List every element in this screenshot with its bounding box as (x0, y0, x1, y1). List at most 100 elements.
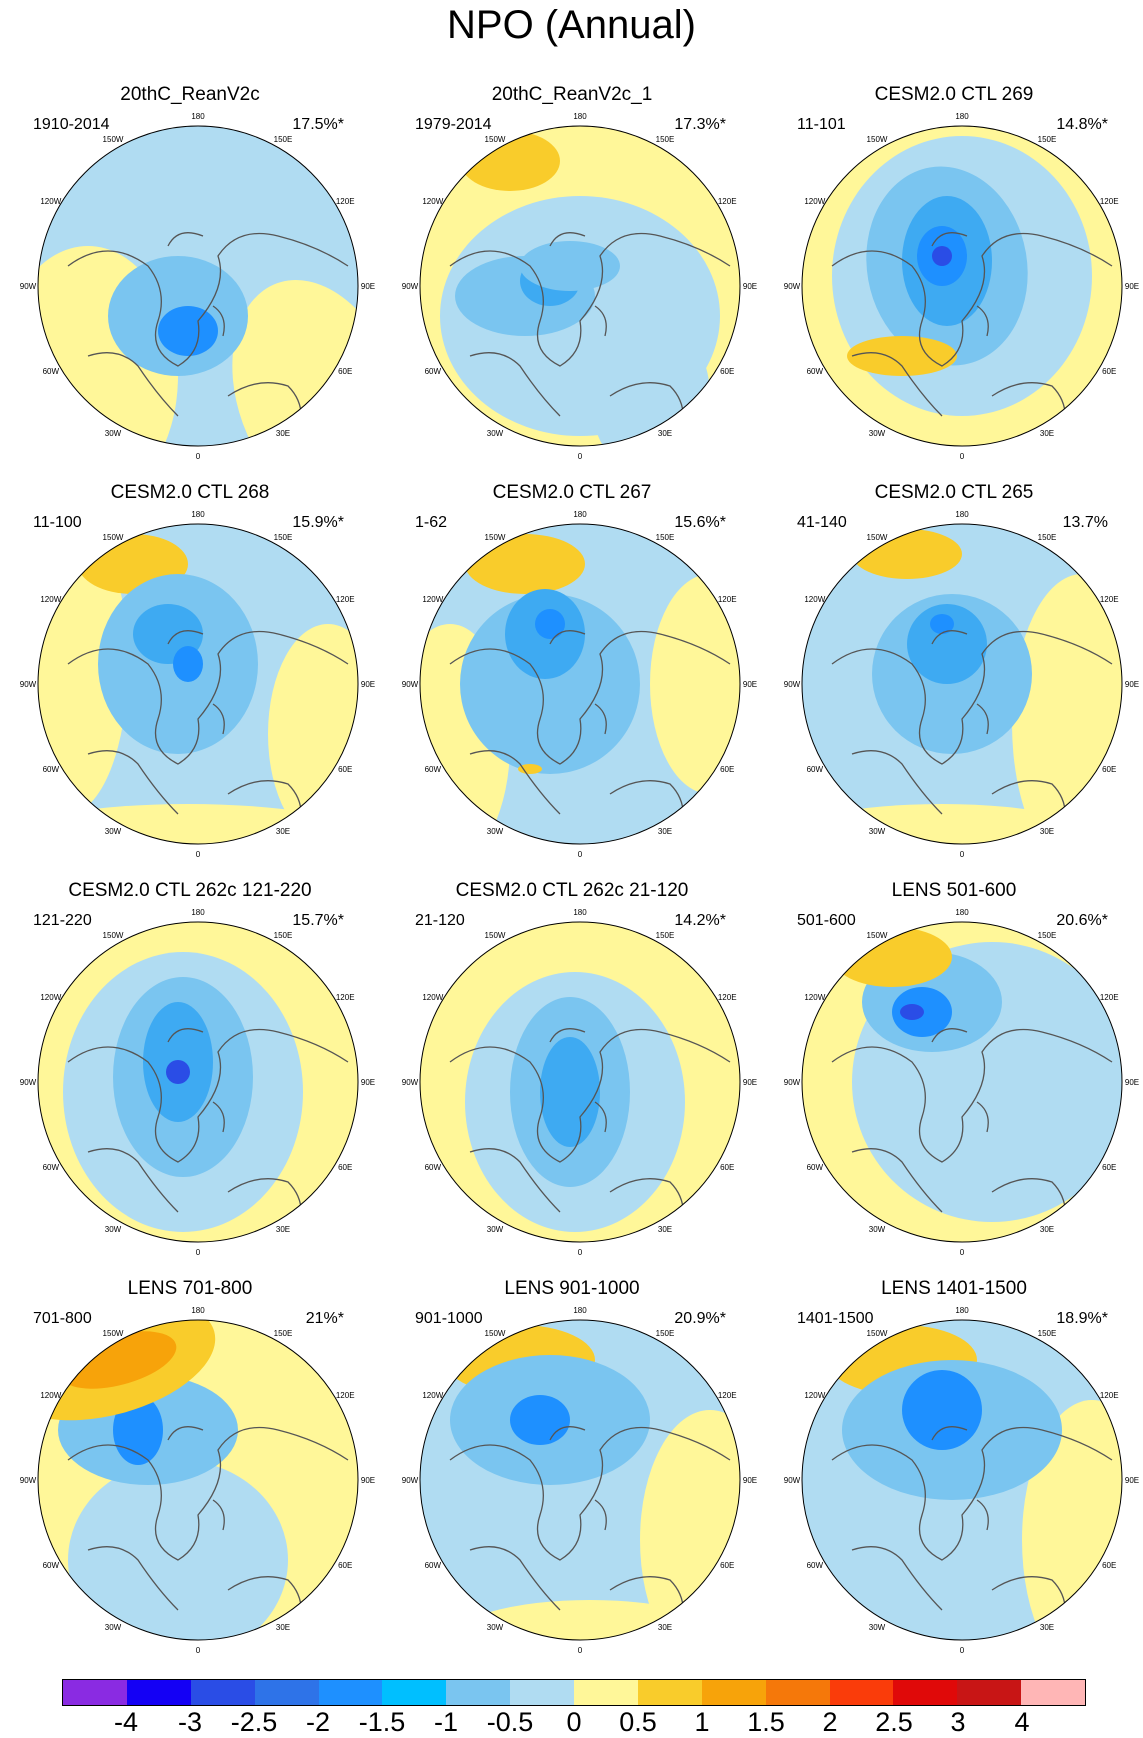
longitude-label: 60E (1102, 1163, 1116, 1172)
panel-period: 1401-1500 (797, 1310, 874, 1327)
longitude-label: 120E (718, 1391, 737, 1400)
longitude-label: 90W (784, 1476, 801, 1485)
anomaly-contour (518, 764, 542, 774)
map-border (37, 1319, 359, 1641)
panel-variance: 14.8%* (1056, 116, 1108, 133)
longitude-label: 120W (422, 993, 443, 1002)
longitude-label: 150W (485, 135, 506, 144)
longitude-label: 150W (485, 931, 506, 940)
panel-period: 121-220 (33, 912, 92, 929)
map-panel: CESM2.0 CTL 268 11-100 15.9%* 180 150E 120E 90… (0, 398, 380, 859)
longitude-label: 30W (105, 429, 122, 438)
longitude-label: 60E (720, 765, 734, 774)
map-border (419, 921, 741, 1243)
longitude-label: 150E (274, 1329, 293, 1338)
longitude-label: 90E (1125, 282, 1139, 291)
colorbar-box (510, 1680, 574, 1705)
panel-period: 1-62 (415, 514, 448, 531)
panel-title: LENS 701-800 (127, 1278, 253, 1299)
anomaly-contour (520, 241, 620, 291)
longitude-label: 60E (1102, 367, 1116, 376)
colorbar-label: -1 (433, 1707, 459, 1737)
longitude-label: 150W (867, 135, 888, 144)
longitude-label: 150E (1038, 533, 1057, 542)
longitude-label: 150E (274, 931, 293, 940)
panel-title: CESM2.0 CTL 269 (874, 84, 1034, 105)
anomaly-contour (173, 646, 203, 682)
longitude-label: 180 (191, 510, 205, 519)
longitude-label: 120W (804, 993, 825, 1002)
coastline (67, 232, 349, 437)
longitude-label: 30W (869, 1623, 886, 1632)
coastline (831, 1028, 1113, 1233)
longitude-label: 90E (361, 282, 375, 291)
anomaly-contour (158, 306, 218, 356)
longitude-label: 60W (425, 367, 442, 376)
longitude-label: 180 (191, 908, 205, 917)
colorbar (62, 1679, 1086, 1706)
polar-map: 180 150E 120E 90E 60E 30E 0 30W 60W 90W 120W 150W (20, 112, 375, 461)
colorbar-box (893, 1680, 958, 1705)
colorbar-label: 1 (694, 1707, 710, 1737)
longitude-label: 90E (361, 1476, 375, 1485)
longitude-label: 120W (422, 595, 443, 604)
longitude-label: 120W (804, 1391, 825, 1400)
longitude-label: 60E (338, 367, 352, 376)
longitude-label: 60E (338, 765, 352, 774)
longitude-label: 120W (422, 197, 443, 206)
colorbar-label: 3 (950, 1707, 966, 1737)
longitude-label: 180 (955, 908, 969, 917)
longitude-label: 90E (1125, 680, 1139, 689)
longitude-label: 150E (656, 1329, 675, 1338)
longitude-label: 30E (658, 1623, 672, 1632)
longitude-label: 120W (422, 1391, 443, 1400)
panel-period: 11-101 (797, 116, 846, 133)
longitude-label: 180 (955, 112, 969, 121)
longitude-label: 90E (743, 680, 757, 689)
map-panel: LENS 901-1000 901-1000 20.9%* 180 150E 120E 90… (382, 1194, 762, 1655)
longitude-label: 150E (656, 135, 675, 144)
longitude-label: 90W (402, 1476, 419, 1485)
panel-period: 1979-2014 (415, 116, 492, 133)
longitude-label: 60E (338, 1163, 352, 1172)
colorbar-labels: -4 -3 -2.5 -2 -1.5 -1 -0.5 0 0.5 1 1.5 2 2.5 3 4 (62, 1706, 1086, 1738)
longitude-label: 120W (40, 1391, 61, 1400)
longitude-label: 150W (103, 1329, 124, 1338)
longitude-label: 0 (960, 452, 965, 461)
longitude-label: 150W (485, 533, 506, 542)
colorbar-label: 1.5 (747, 1707, 785, 1737)
colorbar-label: 0 (566, 1707, 582, 1737)
panel-period: 901-1000 (415, 1310, 483, 1327)
anomaly-contour (460, 131, 560, 191)
coastline (831, 232, 1113, 437)
panel-title: LENS 1401-1500 (881, 1278, 1027, 1299)
longitude-label: 90W (784, 282, 801, 291)
polar-map: 180 150E 120E 90E 60E 30E 0 30W 60W 90W 120W 150W (402, 510, 757, 859)
coastline (67, 1028, 349, 1233)
panel-variance: 18.9%* (1056, 1310, 1108, 1327)
longitude-label: 30W (487, 827, 504, 836)
coastline (449, 1426, 731, 1631)
map-panel: CESM2.0 CTL 269 11-101 14.8%* 180 150E 120E 90… (764, 0, 1143, 461)
panel-title: 20thC_ReanV2c_1 (491, 84, 653, 105)
coastline (449, 630, 731, 835)
longitude-label: 120E (1100, 197, 1119, 206)
longitude-label: 60E (1102, 765, 1116, 774)
longitude-label: 150W (867, 931, 888, 940)
longitude-label: 90W (20, 1078, 37, 1087)
longitude-label: 150E (1038, 1329, 1057, 1338)
longitude-label: 0 (196, 850, 201, 859)
longitude-label: 90W (402, 1078, 419, 1087)
panel-variance: 17.5%* (292, 116, 344, 133)
longitude-label: 30W (869, 827, 886, 836)
polar-map: 180 150E 120E 90E 60E 30E 0 30W 60W 90W 120W 150W (784, 510, 1139, 859)
longitude-label: 180 (191, 112, 205, 121)
longitude-label: 30E (276, 1623, 290, 1632)
anomaly-contour (930, 614, 954, 634)
anomaly-contour (460, 594, 640, 774)
longitude-label: 150W (867, 533, 888, 542)
map-panel: 20thC_ReanV2c_1 1979-2014 17.3%* 180 150E 120… (382, 0, 762, 461)
colorbar-box (701, 1680, 766, 1705)
longitude-label: 180 (191, 1306, 205, 1315)
longitude-label: 120E (718, 993, 737, 1002)
